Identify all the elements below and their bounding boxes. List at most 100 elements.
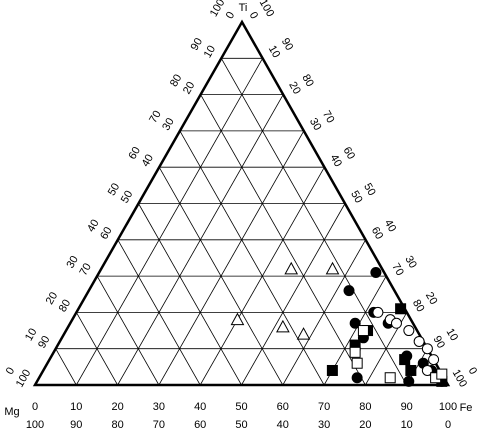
- left-tick-label: 70: [77, 261, 94, 278]
- bottom-tick-label: 50: [235, 419, 247, 429]
- grid-line: [220, 58, 408, 386]
- right-tick-label: 80: [299, 72, 316, 89]
- left-tick-label: 0: [4, 365, 17, 376]
- bottom-tick-label: 0: [32, 401, 38, 413]
- point: [343, 285, 355, 297]
- left-tick-label: 100: [14, 368, 34, 390]
- point: [284, 261, 299, 275]
- left-tick-label: 40: [85, 218, 102, 235]
- point: [349, 317, 361, 329]
- grid-line: [158, 130, 305, 386]
- left-tick-label: 50: [106, 181, 123, 198]
- left-tick-label: 80: [168, 72, 185, 89]
- right-axis-label: Fe: [460, 402, 473, 414]
- bottom-tick-label: 100: [439, 401, 457, 413]
- bottom-tick-label: 70: [318, 401, 330, 413]
- left-axis-label: Mg: [4, 406, 19, 418]
- grid-line: [76, 312, 118, 386]
- bottom-tick-label: 0: [445, 419, 451, 429]
- bottom-tick-label: 10: [70, 401, 82, 413]
- left-tick-label: 60: [127, 145, 144, 162]
- right-tick-label: 40: [382, 218, 399, 235]
- bottom-tick-label: 20: [111, 401, 123, 413]
- right-tick-label: 20: [286, 80, 303, 97]
- right-tick-label: 60: [369, 225, 386, 242]
- point: [326, 364, 338, 376]
- point: [349, 346, 361, 358]
- left-tick-label: 80: [57, 298, 74, 315]
- right-tick-label: 80: [410, 298, 427, 315]
- grid-line: [282, 239, 366, 386]
- point: [413, 335, 425, 347]
- point: [390, 317, 402, 329]
- bottom-tick-label: 40: [194, 401, 206, 413]
- point: [421, 343, 433, 355]
- bottom-tick-label: 80: [111, 419, 123, 429]
- grid-line: [117, 239, 201, 386]
- right-tick-label: 100: [257, 0, 277, 19]
- left-tick-label: 10: [23, 326, 40, 343]
- point: [399, 354, 411, 366]
- left-tick-label: 10: [202, 44, 219, 61]
- grid-line: [138, 203, 242, 386]
- point: [403, 325, 415, 337]
- point: [325, 261, 340, 275]
- right-tick-label: 10: [266, 44, 283, 61]
- bottom-tick-label: 20: [359, 419, 371, 429]
- bottom-tick-label: 30: [318, 419, 330, 429]
- left-tick-label: 90: [36, 334, 53, 351]
- bottom-tick-label: 60: [277, 401, 289, 413]
- bottom-tick-label: 90: [401, 401, 413, 413]
- grid-line: [55, 348, 77, 386]
- right-tick-label: 60: [341, 145, 358, 162]
- left-tick-label: 20: [181, 80, 198, 97]
- bottom-tick-label: 70: [153, 419, 165, 429]
- right-tick-label: 30: [307, 116, 324, 133]
- triangle-frame: [32, 19, 451, 387]
- bottom-tick-label: 90: [70, 419, 82, 429]
- point: [230, 312, 245, 326]
- point: [395, 303, 407, 315]
- bottom-tick-label: 80: [359, 401, 371, 413]
- grid-line: [75, 58, 263, 386]
- bottom-tick-label: 40: [277, 419, 289, 429]
- top-axis-label: Ti: [239, 2, 248, 14]
- point: [276, 319, 290, 333]
- right-tick-label: 20: [423, 290, 440, 307]
- right-tick-label: 30: [402, 254, 419, 271]
- grid-line: [96, 275, 160, 386]
- point: [403, 375, 415, 387]
- bottom-tick-label: 60: [194, 419, 206, 429]
- right-tick-label: 90: [279, 36, 296, 53]
- right-tick-label: 40: [328, 152, 345, 169]
- left-tick-label: 50: [119, 189, 136, 206]
- bottom-tick-label: 30: [153, 401, 165, 413]
- point: [296, 327, 311, 340]
- grid-line: [179, 130, 325, 386]
- bottom-tick-label: 100: [26, 419, 44, 429]
- point: [372, 306, 384, 318]
- right-tick-label: 90: [431, 334, 448, 351]
- right-tick-label: 50: [361, 181, 378, 198]
- left-tick-label: 30: [64, 254, 81, 271]
- left-tick-label: 90: [189, 36, 206, 53]
- point: [384, 372, 396, 384]
- point: [351, 357, 363, 369]
- right-tick-label: 0: [247, 10, 260, 21]
- grid-line: [241, 203, 346, 386]
- left-tick-label: 0: [224, 10, 237, 21]
- left-tick-label: 30: [160, 116, 177, 133]
- right-tick-label: 0: [466, 365, 479, 376]
- left-tick-label: 40: [140, 152, 157, 169]
- right-tick-label: 70: [320, 109, 337, 126]
- point: [357, 325, 369, 337]
- point: [428, 354, 440, 366]
- point: [351, 372, 363, 384]
- point: [436, 368, 448, 380]
- left-tick-label: 20: [44, 290, 61, 307]
- left-tick-label: 60: [98, 225, 115, 242]
- bottom-tick-label: 50: [235, 401, 247, 413]
- point: [405, 364, 417, 376]
- point: [421, 364, 433, 376]
